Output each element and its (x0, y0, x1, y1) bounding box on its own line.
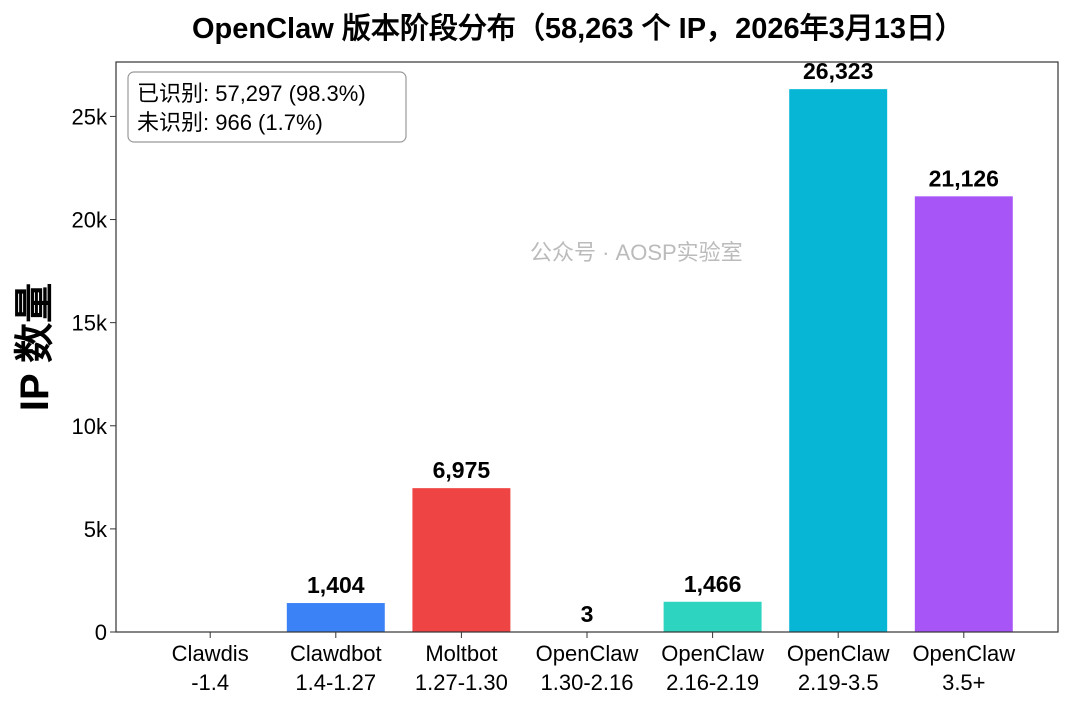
x-tick-label: 3.5+ (942, 670, 985, 695)
x-tick-label: -1.4 (191, 670, 229, 695)
data-label: 1,466 (684, 571, 742, 597)
y-tick-label: 25k (72, 104, 108, 129)
y-tick-label: 5k (84, 517, 108, 542)
annotation-line-2: 未识别: 966 (1.7%) (137, 110, 323, 135)
annotation-line-1: 已识别: 57,297 (98.3%) (137, 81, 366, 106)
x-tick-label: Moltbot (425, 641, 497, 666)
x-tick-label: OpenClaw (787, 641, 890, 666)
bar (287, 603, 385, 632)
x-tick-label: Clawdis (172, 641, 249, 666)
data-label: 3 (581, 601, 594, 627)
x-tick-label: 2.19-3.5 (798, 670, 879, 695)
x-tick-label: Clawdbot (290, 641, 382, 666)
chart-title: OpenClaw 版本阶段分布（58,263 个 IP，2026年3月13日） (192, 11, 964, 45)
x-tick-label: OpenClaw (661, 641, 764, 666)
y-axis-label: IP 数量 (13, 283, 57, 411)
annotation-box: 已识别: 57,297 (98.3%) 未识别: 966 (1.7%) (128, 72, 406, 142)
bar (412, 488, 510, 632)
x-tick-label: 1.27-1.30 (415, 670, 508, 695)
y-tick-label: 15k (72, 311, 108, 336)
x-tick-label: OpenClaw (912, 641, 1015, 666)
data-label: 21,126 (929, 165, 999, 191)
x-tick-label: OpenClaw (536, 641, 639, 666)
y-tick-label: 0 (95, 620, 107, 645)
y-tick-label: 10k (72, 414, 108, 439)
x-tick-label: 1.4-1.27 (295, 670, 376, 695)
data-label: 6,975 (433, 457, 491, 483)
watermark: 公众号 · AOSP实验室 (530, 240, 743, 265)
bar (915, 196, 1013, 632)
data-label: 1,404 (307, 572, 365, 598)
bar (789, 89, 887, 632)
x-tick-label: 1.30-2.16 (541, 670, 634, 695)
bar (664, 602, 762, 632)
y-tick-label: 20k (72, 208, 108, 233)
x-tick-label: 2.16-2.19 (666, 670, 759, 695)
